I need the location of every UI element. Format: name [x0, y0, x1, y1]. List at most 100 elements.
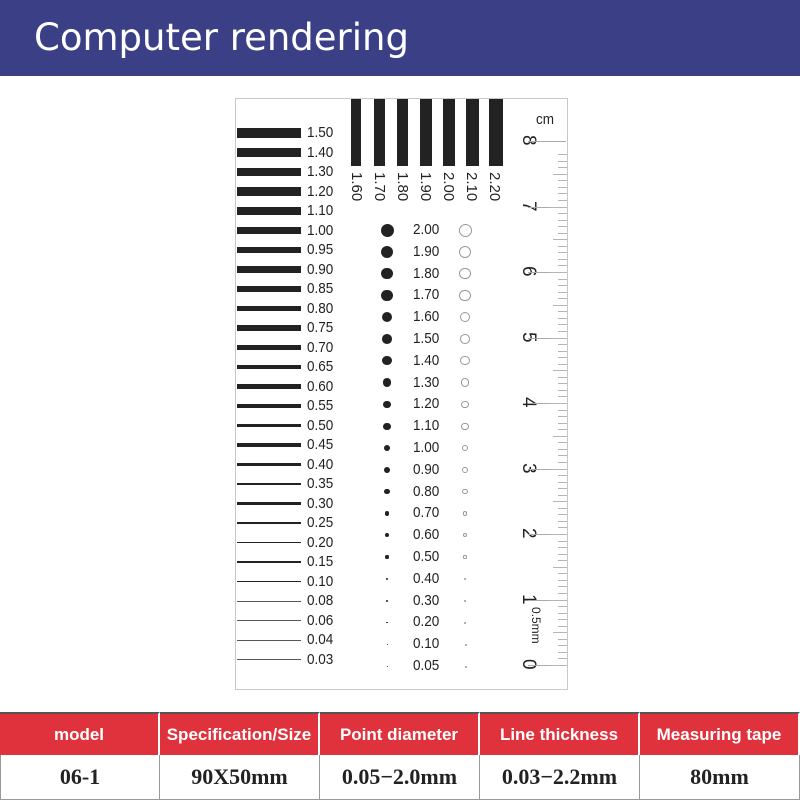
- dot-label: 0.90: [413, 460, 440, 478]
- thickness-line: [237, 325, 301, 331]
- filled-dot: [386, 665, 388, 667]
- measuring-card: 1.50 1.40 1.30 1.20 1.10 1.00 0.95 0.90 0.85 0.80…: [235, 98, 568, 690]
- ruler-minor-tick: [553, 173, 567, 175]
- hollow-dot: [464, 621, 467, 624]
- ruler-minor-tick: [558, 606, 567, 608]
- filled-dot: [385, 577, 389, 581]
- thickness-label: 1.40: [307, 143, 334, 161]
- ruler-minor-tick: [553, 501, 567, 503]
- thickness-line: [237, 266, 301, 273]
- thickness-label: 0.85: [307, 280, 334, 297]
- thickness-bar: [397, 99, 409, 166]
- dot-label: 1.50: [413, 330, 440, 347]
- thickness-line: [237, 404, 301, 408]
- filled-dot: [386, 643, 388, 645]
- ruler-minor-tick: [558, 527, 567, 529]
- thickness-label: 0.03: [307, 650, 334, 668]
- thickness-line: [237, 187, 301, 196]
- ruler-minor-tick: [558, 448, 567, 450]
- thickness-label: 0.45: [307, 436, 334, 453]
- ruler-minor-tick: [549, 403, 567, 404]
- table-header-model: model: [0, 712, 160, 755]
- dot-label: 0.70: [413, 504, 440, 522]
- dot-label: 0.20: [413, 613, 440, 631]
- filled-dot: [384, 511, 390, 516]
- thickness-label: 0.30: [307, 494, 334, 512]
- ruler-minor-tick: [558, 160, 567, 162]
- dot-label: 0.60: [413, 526, 440, 544]
- ruler-minor-tick: [558, 193, 567, 195]
- table-header-specification-size: Specification/Size: [160, 712, 320, 755]
- ruler-minor-tick: [558, 553, 567, 555]
- ruler-major-tick: [528, 599, 566, 601]
- filled-dot: [382, 356, 392, 366]
- ruler-minor-tick: [558, 350, 567, 352]
- thickness-line: [237, 127, 301, 139]
- thickness-line: [237, 286, 301, 292]
- filled-dot: [380, 245, 394, 258]
- thickness-label: 1.20: [307, 182, 334, 200]
- thickness-line: [237, 463, 301, 466]
- ruler-minor-tick: [558, 520, 567, 522]
- thickness-line: [237, 246, 301, 254]
- dot-label: 1.40: [413, 351, 440, 369]
- dot-label: 1.00: [413, 439, 440, 456]
- ruler-minor-tick: [558, 317, 567, 319]
- ruler-major-tick: [528, 272, 566, 273]
- dot-label: 0.30: [413, 591, 440, 609]
- thickness-label: 1.10: [307, 202, 334, 219]
- thickness-label: 0.20: [307, 533, 334, 551]
- thickness-line: [237, 659, 301, 660]
- header-banner: Computer rendering: [0, 0, 800, 76]
- thickness-line: [237, 167, 301, 177]
- filled-dot: [386, 621, 388, 624]
- ruler-minor-tick: [549, 665, 567, 666]
- ruler-major-tick: [528, 141, 566, 142]
- thickness-label: 0.60: [307, 377, 334, 395]
- thickness-label: 1.30: [307, 163, 334, 180]
- thickness-label: 0.55: [307, 397, 334, 414]
- thickness-line: [237, 639, 301, 641]
- thickness-bar: [420, 99, 432, 166]
- thickness-label: 1.50: [307, 124, 334, 141]
- dot-label: 1.80: [413, 264, 440, 282]
- ruler-minor-tick: [558, 311, 567, 313]
- ruler-minor-tick: [558, 213, 567, 215]
- ruler-minor-tick: [558, 651, 567, 653]
- table-cell: 0.03−2.2mm: [480, 755, 640, 800]
- thickness-line: [237, 620, 301, 621]
- filled-dot: [383, 422, 391, 430]
- thickness-line: [237, 364, 301, 370]
- spec-table: model 06-1 Specification/Size 90X50mm Point …: [0, 710, 800, 800]
- dot-label: 1.90: [413, 242, 440, 260]
- ruler-unit: cm: [536, 111, 554, 128]
- ruler-major-tick: [528, 403, 566, 404]
- hollow-dot: [460, 378, 470, 387]
- ruler-minor-tick: [553, 632, 567, 634]
- dot-label: 0.10: [413, 635, 440, 653]
- thickness-label: 0.10: [307, 572, 334, 590]
- ruler-minor-tick: [558, 258, 567, 260]
- table-header-point-diameter: Point diameter: [320, 712, 480, 755]
- filled-dot: [384, 466, 390, 473]
- ruler-minor-tick: [549, 534, 567, 535]
- filled-dot: [380, 223, 394, 237]
- filled-dot: [385, 555, 389, 559]
- hollow-dot: [460, 356, 470, 366]
- ruler-minor-tick: [558, 429, 567, 431]
- thickness-bar: [351, 99, 361, 166]
- table-cell: 06-1: [0, 755, 160, 800]
- bar-label: 1.60: [348, 172, 365, 202]
- ruler-minor-tick: [558, 455, 567, 457]
- thickness-line: [237, 207, 301, 215]
- ruler-minor-tick: [558, 422, 567, 424]
- ruler-minor-tick: [558, 625, 567, 627]
- thickness-label: 0.06: [307, 611, 334, 629]
- ruler-minor-tick: [558, 167, 567, 169]
- hollow-dot: [458, 223, 472, 237]
- dot-label: 1.70: [413, 286, 440, 304]
- table-cell: 90X50mm: [160, 755, 320, 800]
- ruler-minor-tick: [558, 475, 567, 477]
- ruler-minor-tick: [558, 232, 567, 234]
- thickness-label: 0.25: [307, 514, 334, 531]
